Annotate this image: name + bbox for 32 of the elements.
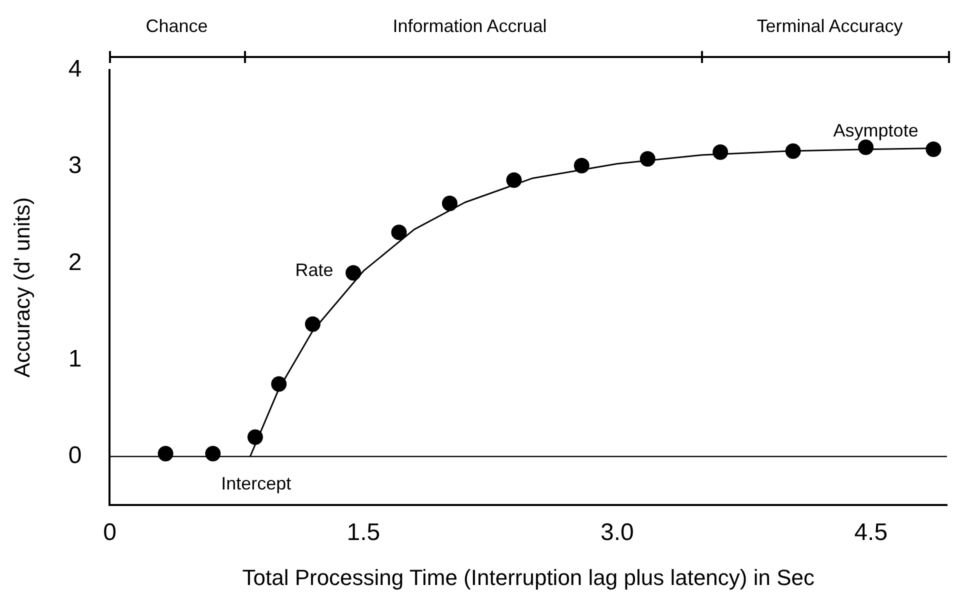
x-tick-label: 0 [103, 518, 116, 546]
point [926, 141, 942, 157]
x-tick-label: 1.5 [346, 518, 380, 546]
y-tick-label: 1 [68, 345, 82, 372]
point [506, 172, 522, 188]
y-tick-label: 3 [68, 152, 82, 180]
point [574, 158, 590, 174]
point [271, 376, 287, 392]
point [158, 446, 174, 462]
text: Terminal Accuracy [756, 16, 903, 36]
point [391, 224, 407, 240]
annotation: Asymptote [833, 120, 918, 140]
x-tick-label: 4.5 [854, 518, 888, 546]
y-tick-label: 0 [68, 442, 82, 470]
y-axis-title: Accuracy (d' units) [9, 197, 34, 378]
point [205, 446, 221, 462]
text: Chance [146, 16, 208, 36]
point [346, 265, 362, 281]
y-tick-label: 2 [68, 248, 82, 276]
point [712, 144, 728, 160]
y-tick-label: 4 [68, 56, 82, 83]
annotation: Rate [295, 260, 334, 280]
point [640, 151, 656, 167]
annotation: Intercept [221, 473, 292, 494]
text: Information Accrual [392, 16, 547, 36]
point [442, 196, 458, 212]
point [247, 429, 263, 445]
x-axis-title: Total Processing Time (Interruption lag plus latency) in Sec [242, 564, 815, 590]
point [858, 140, 874, 156]
x-tick-label: 3.0 [600, 518, 634, 546]
point [785, 143, 801, 159]
point [304, 316, 320, 332]
